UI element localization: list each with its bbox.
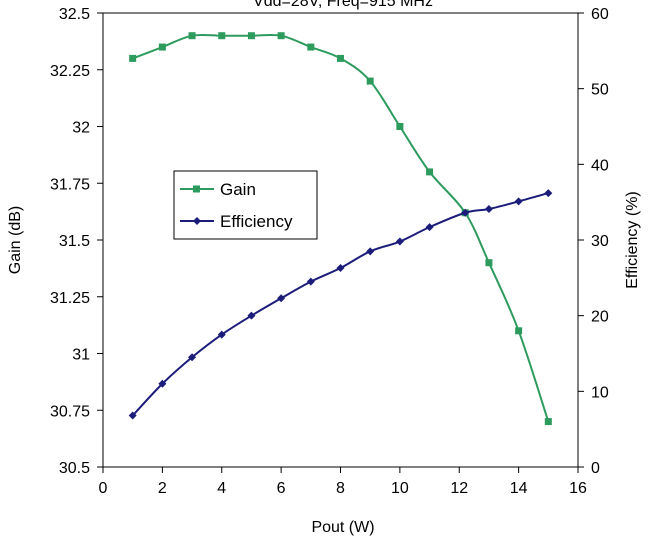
efficiency-point [128,411,137,420]
y2-tick-label: 0 [591,460,600,477]
left-axis-ticks: 30.5 30.75 31 31.25 31.5 31.75 32 32.25 32.5 [50,6,103,477]
efficiency-point [277,294,286,303]
efficiency-point [514,197,523,206]
legend-efficiency-marker [193,217,201,225]
gain-point [337,54,344,62]
efficiency-point [544,189,553,198]
right-axis-ticks: 0 10 20 30 40 50 60 [578,6,609,477]
y-tick-label: 31.5 [59,233,90,250]
gain-series [129,32,552,426]
y2-tick-label: 10 [591,384,609,401]
x-tick-label: 10 [391,480,409,497]
x-axis-ticks: 0 2 4 6 8 10 12 14 16 [99,467,587,497]
x-tick-label: 8 [336,480,345,497]
efficiency-point [217,330,226,339]
gain-point [515,327,523,335]
chart-title: Vdd=28V, Freq=915 MHz [253,0,433,10]
legend-efficiency-label: Efficiency [220,212,293,231]
x-tick-label: 12 [450,480,468,497]
efficiency-point [336,263,345,272]
gain-point [426,168,434,176]
efficiency-point [188,353,197,362]
plot-area [102,12,579,468]
y-tick-label: 32.25 [50,63,90,80]
efficiency-point [484,204,493,213]
gain-point [188,32,196,40]
gain-point [247,32,255,40]
efficiency-point [395,237,404,246]
gain-point [158,43,166,51]
x-axis-title: Pout (W) [311,519,374,536]
legend-box [173,170,318,240]
legend: Gain Efficiency [173,170,318,240]
y2-tick-label: 30 [591,233,609,250]
y-tick-label: 30.5 [59,460,90,477]
efficiency-point [366,247,375,256]
y-axis-title: Gain (dB) [7,206,24,274]
gain-point [307,43,315,51]
x-tick-label: 6 [277,480,286,497]
x-tick-label: 4 [217,480,226,497]
efficiency-point [247,311,256,320]
gain-point [277,32,285,40]
efficiency-series [128,189,553,420]
y-tick-label: 32.5 [59,6,90,23]
x-tick-label: 14 [510,480,528,497]
legend-gain-marker [193,185,200,193]
efficiency-point [461,208,470,217]
y-tick-label: 30.75 [50,403,90,420]
x-tick-label: 2 [158,480,167,497]
y-tick-label: 31 [72,347,90,364]
gain-point [485,259,493,267]
x-tick-label: 16 [569,480,587,497]
y2-tick-label: 20 [591,309,609,326]
gain-point [396,123,404,130]
gain-point [218,32,226,40]
x-tick-label: 0 [99,480,108,497]
plot-frame [102,12,579,468]
y-tick-label: 31.25 [50,290,90,307]
y2-tick-label: 60 [591,6,609,23]
gain-point [544,418,552,426]
efficiency-point [306,277,315,286]
efficiency-point [158,379,167,388]
gain-point [129,54,137,62]
gain-point [366,77,374,85]
y2-tick-label: 40 [591,157,609,174]
y2-tick-label: 50 [591,82,609,99]
y2-axis-title: Efficiency (%) [624,191,641,289]
legend-gain-label: Gain [220,180,256,199]
y-tick-label: 32 [72,120,90,137]
efficiency-point [425,223,434,232]
y-tick-label: 31.75 [50,176,90,193]
